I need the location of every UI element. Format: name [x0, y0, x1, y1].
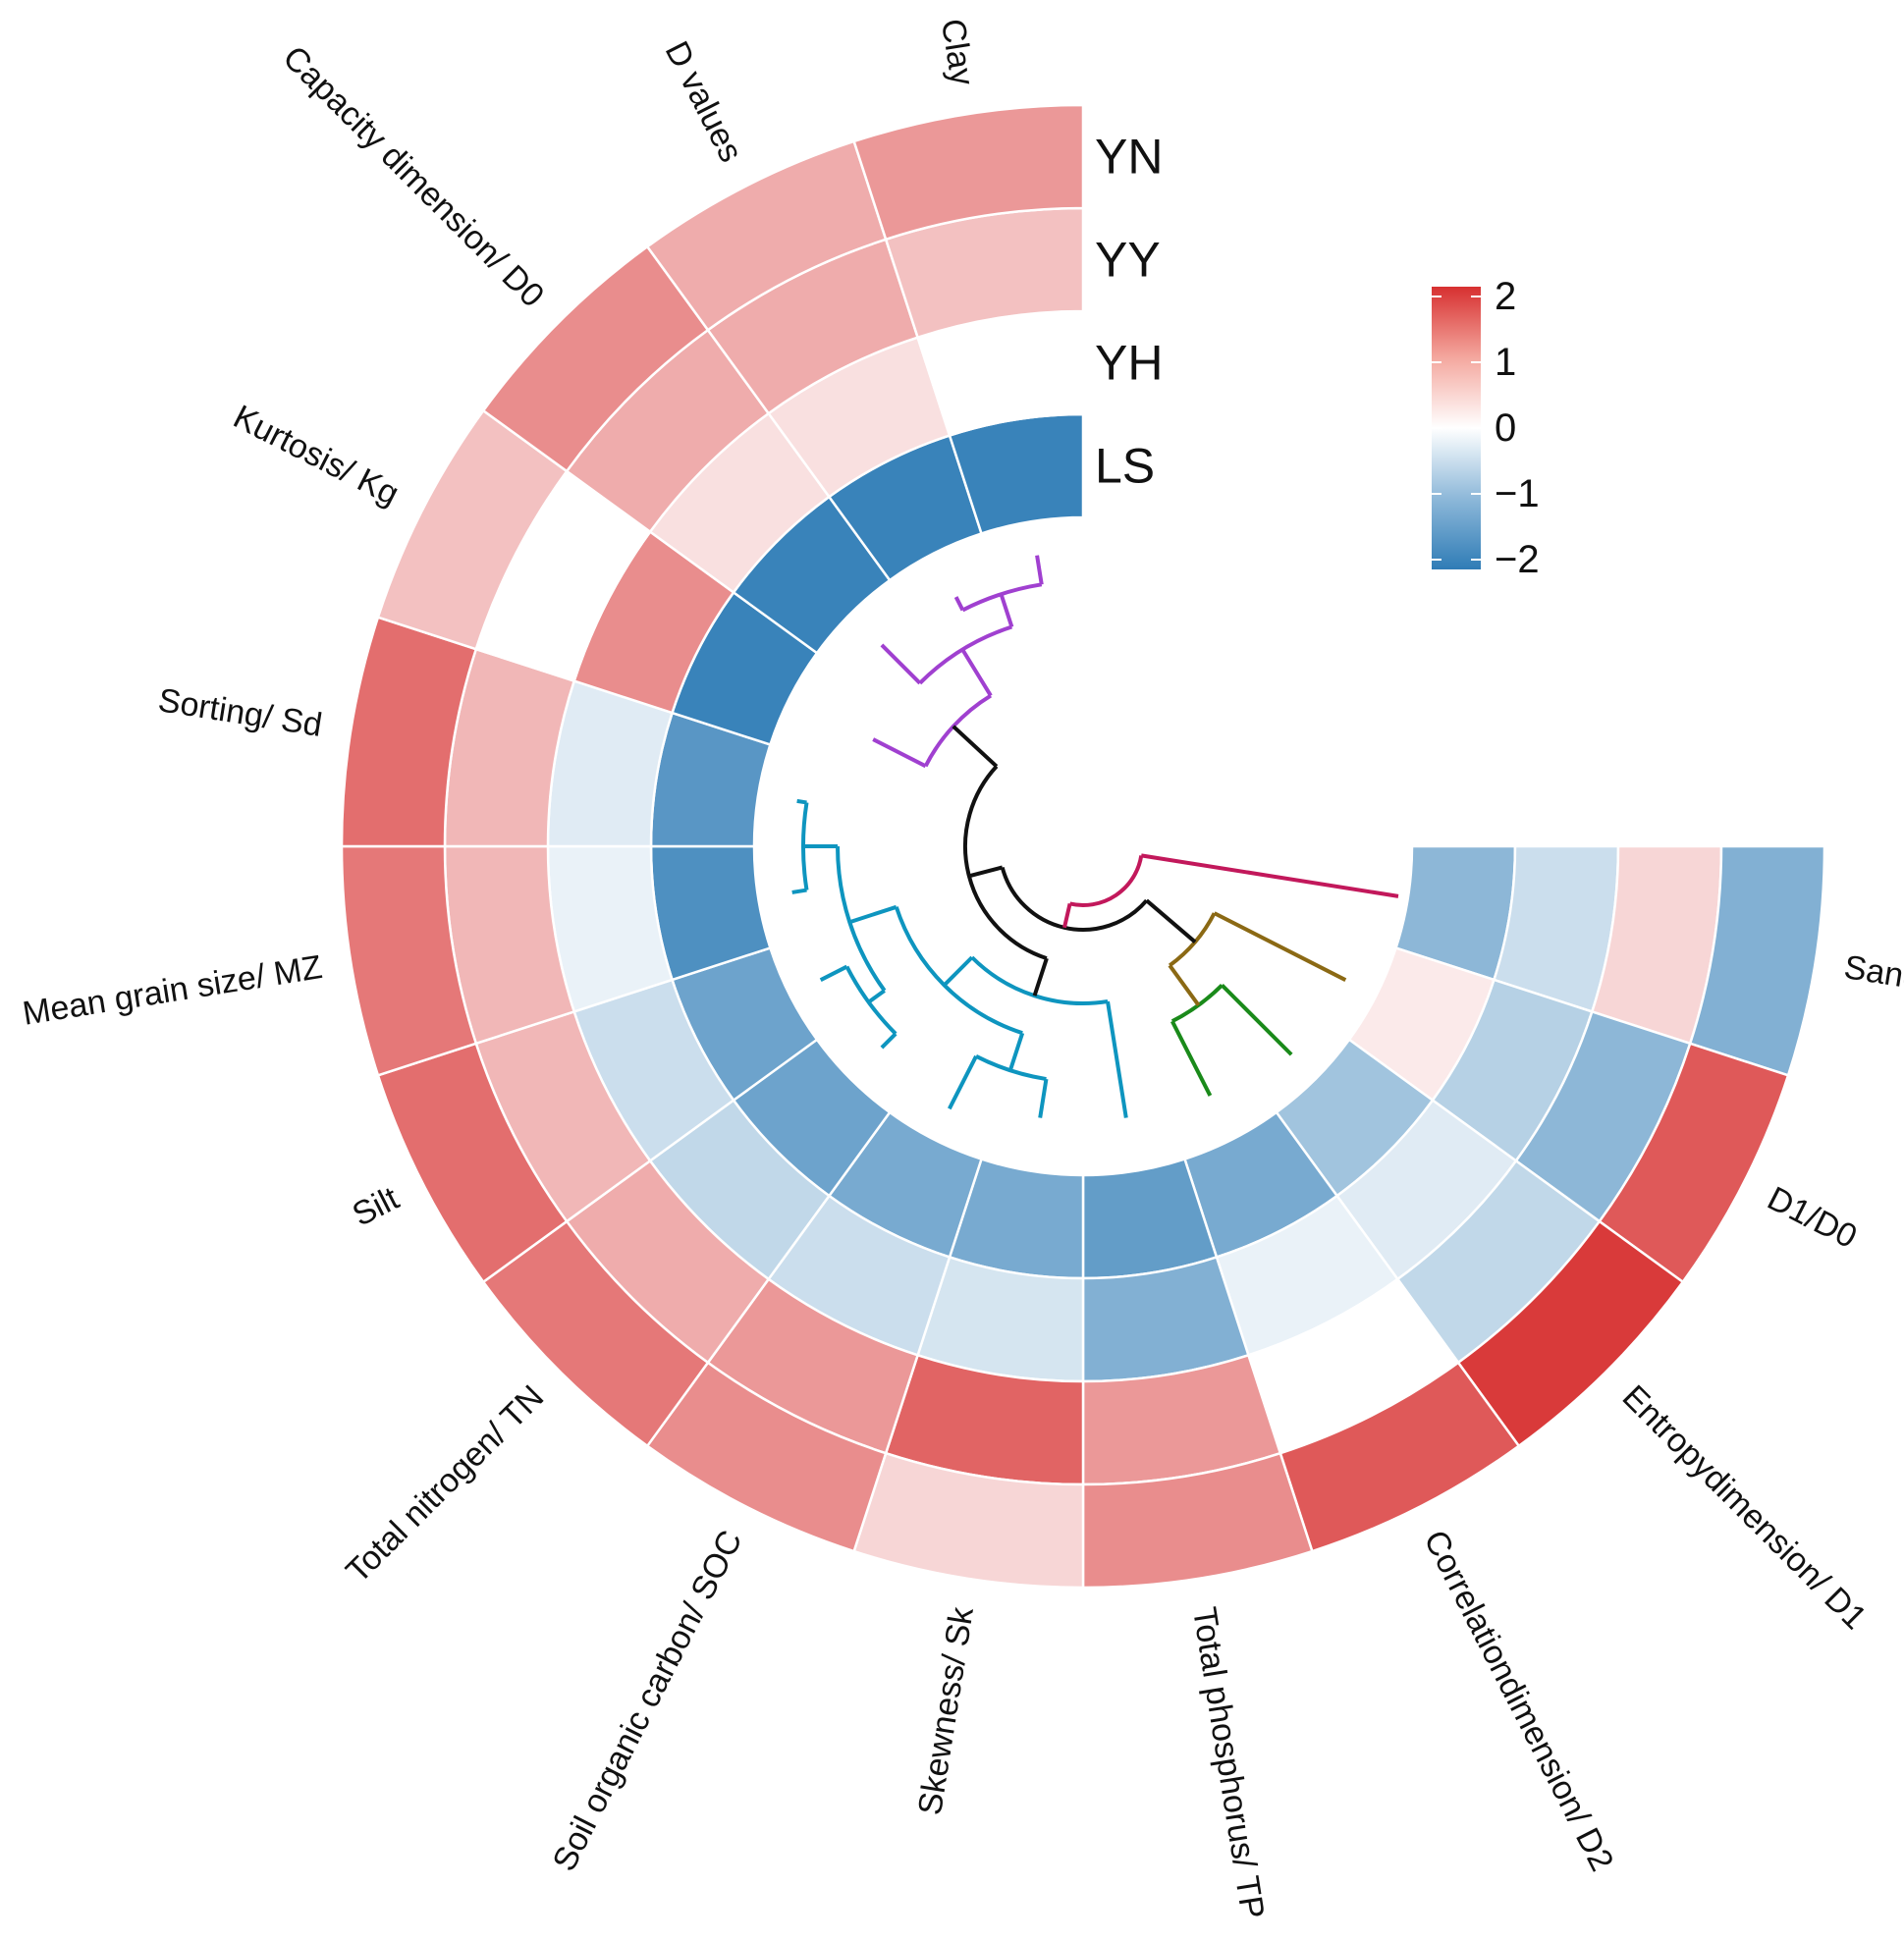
variable-label-0: Sand — [1841, 948, 1904, 997]
legend-tick-label: 0 — [1495, 406, 1516, 450]
dendrogram-branch — [1213, 911, 1347, 982]
dendrogram-branch — [975, 1054, 1047, 1082]
variable-label-13: D values — [658, 35, 750, 168]
variable-label-12: Capacity dimension/ D0 — [276, 39, 552, 315]
variable-label-6: Soil organic carbon/ SOC — [546, 1525, 750, 1877]
dendrogram-branch — [960, 648, 993, 697]
dendrogram-branch — [1038, 1078, 1049, 1118]
legend-tick-label: 1 — [1495, 341, 1516, 384]
dendrogram-branch — [872, 737, 927, 769]
dendrogram-branch — [796, 798, 807, 805]
dendrogram-branch — [948, 1054, 978, 1110]
dendrogram-branch — [1000, 866, 1149, 932]
variable-label-3: Correlationdimension/ D2 — [1416, 1525, 1620, 1877]
variable-label-14: Clay — [934, 17, 981, 88]
dendrogram-branch — [1062, 903, 1072, 929]
ring-label-yn: YN — [1095, 130, 1163, 185]
dendrogram-branch — [968, 865, 1004, 879]
variable-label-9: Mean grain size/ MZ — [20, 948, 324, 1033]
dendrogram-branch — [880, 643, 922, 685]
dendrogram-branch — [1035, 555, 1044, 585]
variable-label-2: Entropydimension/ D1 — [1615, 1378, 1874, 1637]
dendrogram-branch — [1106, 1000, 1128, 1118]
legend-tick-label: −2 — [1495, 538, 1540, 581]
dendrogram-branch — [880, 1032, 898, 1050]
variable-label-5: Skewness/ Sk — [911, 1603, 981, 1817]
dendrogram-branch — [848, 904, 898, 925]
dendrogram-branch — [867, 989, 886, 1004]
dendrogram-branch — [1170, 1020, 1213, 1097]
dendrogram — [791, 555, 1399, 1118]
dendrogram-branch — [1140, 853, 1399, 898]
variable-label-1: D1/D0 — [1762, 1179, 1863, 1256]
dendrogram-branch — [999, 593, 1014, 628]
dendrogram-branch — [1032, 957, 1049, 997]
dendrogram-branch — [819, 964, 848, 982]
legend-tick-label: −1 — [1495, 472, 1540, 515]
ring-label-yy: YY — [1095, 233, 1161, 288]
ring-label-ls: LS — [1095, 439, 1155, 494]
color-legend: 2 1 0 −1 −2 — [1432, 275, 1540, 581]
dendrogram-branch — [953, 596, 965, 612]
legend-tick-label: 2 — [1495, 275, 1516, 318]
dendrogram-branch — [963, 765, 1048, 961]
variable-label-7: Total nitrogen/ TN — [339, 1378, 551, 1591]
dendrogram-branch — [791, 888, 807, 894]
dendrogram-branch — [943, 955, 974, 987]
variable-label-10: Sorting/ Sd — [156, 681, 325, 744]
variable-label-11: Kurtosis/ Kg — [228, 398, 406, 512]
ring-label-yh: YH — [1095, 336, 1163, 391]
dendrogram-branch — [836, 845, 887, 993]
cell-yn-14 — [852, 103, 1085, 242]
dendrogram-branch — [1007, 1032, 1025, 1071]
ring-labels: LS YH YY YN — [1095, 130, 1163, 494]
dendrogram-branch — [1221, 984, 1293, 1056]
heatmap-cells — [340, 103, 1826, 1590]
variable-label-4: Total phosphorus/ TP — [1185, 1604, 1272, 1921]
dendrogram-branch — [1168, 964, 1201, 1006]
dendrogram-branch — [1145, 898, 1197, 944]
dendrogram-branch — [952, 725, 999, 769]
variable-label-8: Silt — [347, 1179, 406, 1234]
dendrogram-branch — [1069, 855, 1144, 907]
